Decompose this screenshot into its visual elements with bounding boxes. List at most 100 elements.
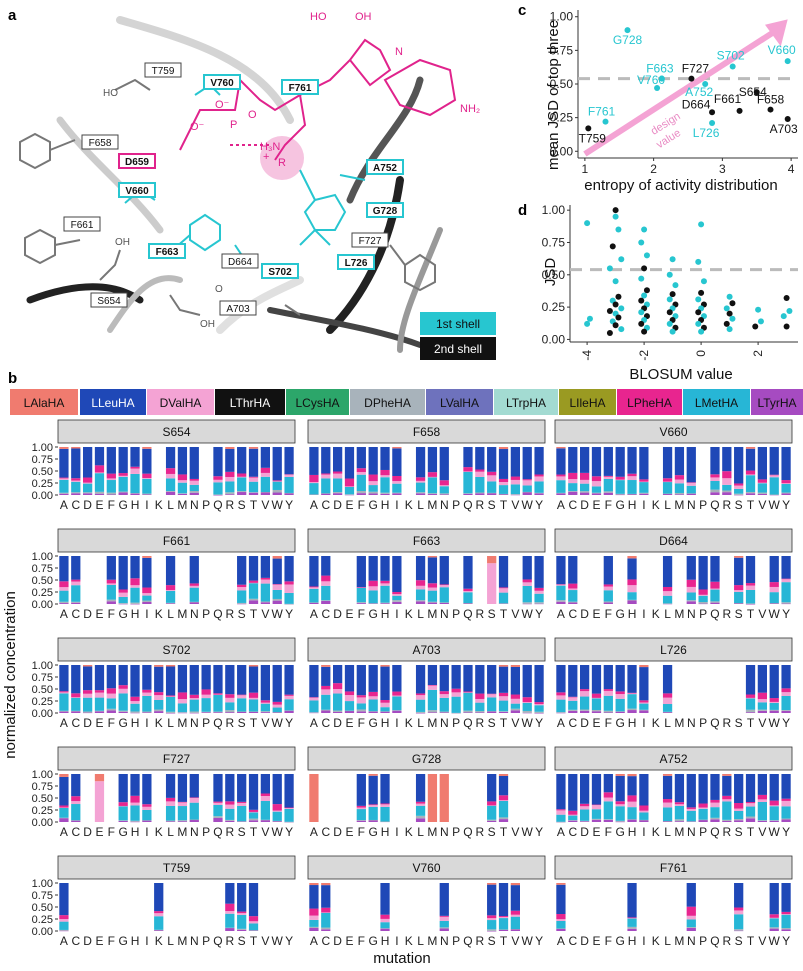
bar-segment-v660-s-lpheha bbox=[734, 483, 744, 486]
b-xtick-label: S bbox=[238, 825, 246, 839]
bar-segment-t759-s-ltyrha bbox=[237, 929, 247, 931]
b-xtick-label: P bbox=[699, 825, 707, 839]
b-xtick-label: H bbox=[381, 825, 390, 839]
bar-segment-d664-p-dpheha bbox=[698, 602, 708, 604]
b-xtick-label: L bbox=[417, 716, 424, 730]
panel-d-plot: 0.000.250.500.751.00-4 -2 0 2 bbox=[542, 203, 798, 361]
phosphate-label: P bbox=[230, 119, 237, 131]
facet-strip-d664 bbox=[554, 528, 793, 553]
b-xtick-label: K bbox=[652, 825, 660, 839]
bar-segment-f658-c-dvalha bbox=[321, 474, 331, 479]
bar-segment-a703-e-lleuha bbox=[344, 665, 355, 692]
b-xtick-label: L bbox=[417, 825, 424, 839]
d-point bbox=[612, 278, 619, 285]
b-xtick-label: L bbox=[664, 934, 671, 948]
facet-title-f661: F661 bbox=[163, 534, 191, 548]
b-xtick-label: F bbox=[108, 716, 115, 730]
legend-label-ltrpha: LTrpHA bbox=[506, 396, 546, 410]
b-xtick-label: D bbox=[333, 607, 342, 621]
b-xtick-label: E bbox=[95, 498, 103, 512]
bar-segment-v660-n-dvalha bbox=[686, 482, 696, 486]
bar-segment-s702-m-lmetha bbox=[177, 703, 188, 713]
bar-segment-s654-y-ltyrha bbox=[284, 493, 294, 495]
bar-segment-f663-a-lpheha bbox=[309, 586, 319, 588]
b-xtick-label: R bbox=[225, 934, 234, 948]
d-point bbox=[698, 328, 705, 335]
d-ytick-label: 0.25 bbox=[542, 300, 566, 314]
bar-segment-f663-q-ltyrha bbox=[463, 603, 473, 604]
bar-segment-a752-g-lalaha bbox=[615, 774, 625, 776]
bar-segment-a752-v-lmetha bbox=[757, 801, 767, 821]
b-xtick-label: C bbox=[71, 934, 80, 948]
bar-segment-s702-k-ltyrha bbox=[154, 711, 164, 713]
bar-segment-a703-q-dvalha bbox=[463, 692, 473, 693]
bar-segment-f727-m-lleuha bbox=[177, 774, 188, 802]
bar-segment-d664-w-dvalha bbox=[769, 586, 779, 593]
bar-segment-f658-d-lmetha bbox=[333, 478, 343, 493]
n-label: N bbox=[395, 46, 403, 58]
bar-segment-s702-w-dpheha bbox=[272, 712, 282, 713]
bar-segment-s654-s-lmetha bbox=[237, 477, 247, 492]
b-xtick-label: H bbox=[381, 716, 390, 730]
bar-segment-l726-d-dpheha bbox=[580, 709, 590, 711]
b-xtick-label: H bbox=[131, 934, 140, 948]
c-point-label-g728: G728 bbox=[613, 33, 643, 47]
bar-segment-f663-q-lleuha bbox=[463, 556, 473, 589]
c-ytick-label: 0.50 bbox=[550, 77, 574, 91]
bar-segment-s654-v-lleuha bbox=[260, 447, 270, 468]
bar-segment-v660-l-dvalha bbox=[662, 481, 673, 483]
bar-segment-s654-h-lpheha bbox=[130, 466, 140, 469]
bar-segment-d664-a-ltyrha bbox=[556, 601, 566, 604]
bar-segment-f663-i-ltyrha bbox=[392, 601, 402, 604]
b-xtick-label: I bbox=[642, 716, 645, 730]
s654-chain bbox=[99, 249, 121, 281]
residue-box-v760 bbox=[203, 74, 241, 90]
bar-segment-a752-t-lpheha bbox=[745, 802, 756, 804]
b-xtick-label: Y bbox=[782, 825, 790, 839]
bar-segment-a752-v-dvalha bbox=[757, 799, 767, 802]
bar-segment-f727-q-lpheha bbox=[213, 801, 223, 803]
bar-segment-v660-r-lpheha bbox=[722, 471, 732, 479]
b-ytick-label: 1.00 bbox=[32, 551, 53, 563]
bar-segment-l726-t-lmetha bbox=[745, 698, 756, 710]
d-point bbox=[641, 226, 648, 233]
bar-segment-a703-d-lpheha bbox=[333, 683, 343, 690]
bar-segment-s654-m-dvalha bbox=[177, 480, 188, 483]
b-xtick-label: F bbox=[605, 716, 612, 730]
b-xtick-label: I bbox=[395, 716, 398, 730]
bar-segment-s702-t-lalaha bbox=[248, 665, 259, 667]
bar-segment-f761-a-lmetha bbox=[556, 920, 566, 929]
bar-segment-a752-t-dpheha bbox=[745, 816, 756, 819]
bar-segment-s654-r-dpheha bbox=[225, 492, 235, 495]
b-xtick-label: W bbox=[769, 498, 781, 512]
bar-segment-s702-l-lmetha bbox=[165, 696, 176, 712]
bar-segment-f658-r-lleuha bbox=[475, 447, 485, 470]
bar-segment-l726-e-lmetha bbox=[591, 698, 602, 710]
bar-segment-a703-a-dpheha bbox=[309, 712, 319, 713]
bar-segment-l726-g-ltyrha bbox=[615, 711, 625, 713]
bar-segment-v660-m-dvalha bbox=[674, 479, 685, 484]
bar-segment-a703-m-dpheha bbox=[427, 710, 438, 713]
bar-segment-s654-v-dvalha bbox=[260, 472, 270, 477]
bar-segment-a703-h-dvalha bbox=[380, 702, 390, 708]
b-xtick-label: Q bbox=[710, 716, 719, 730]
bar-segment-a752-f-lpheha bbox=[603, 792, 613, 798]
bar-segment-l726-l-dpheha bbox=[662, 711, 673, 713]
bar-segment-a752-w-lmetha bbox=[769, 806, 779, 821]
c-point-l726 bbox=[709, 120, 716, 127]
bar-segment-v760-a-dvalha bbox=[309, 915, 319, 920]
bar-segment-f661-v-lpheha bbox=[260, 577, 270, 580]
bar-segment-f727-h-dpheha bbox=[130, 820, 140, 822]
shell-legend: 1st shell 2nd shell bbox=[420, 312, 496, 360]
bar-segment-s654-i-lleuha bbox=[142, 448, 152, 474]
bar-segment-a703-l-lmetha bbox=[415, 699, 426, 712]
bar-segment-s702-m-lleuha bbox=[177, 665, 188, 693]
bar-segment-d664-q-ltyrha bbox=[710, 602, 720, 604]
bar-segment-a752-r-lmetha bbox=[722, 801, 732, 820]
bar-segment-f658-h-lpheha bbox=[380, 469, 390, 476]
bar-segment-l726-h-ltyrha bbox=[627, 710, 637, 713]
bar-segment-f658-m-dvalha bbox=[427, 476, 438, 478]
bar-segment-s702-v-lleuha bbox=[260, 665, 270, 701]
b-xtick-label: C bbox=[321, 716, 330, 730]
bar-segment-s654-a-dvalha bbox=[59, 478, 69, 480]
